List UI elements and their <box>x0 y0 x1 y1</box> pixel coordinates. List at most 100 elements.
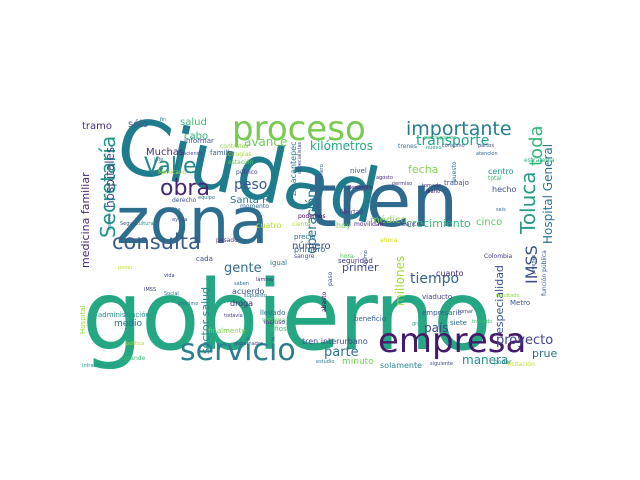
word-medico: médico <box>370 215 407 226</box>
word-tren-interurbano: tren interurbano <box>302 337 368 346</box>
word-atencion: atención <box>476 151 498 157</box>
word-hoy: hoy <box>336 221 351 230</box>
word-banco: banco <box>402 221 421 228</box>
word-poder: poder <box>494 359 512 366</box>
word-sector-salud: sector salud <box>199 286 212 354</box>
word-funcion-publica: función pública <box>541 250 548 296</box>
word-estrategia: estrategia <box>524 157 555 164</box>
word-siete: siete <box>450 319 467 327</box>
word-arriba: arriba <box>166 207 181 213</box>
word-politica: política <box>126 341 145 347</box>
word-mexicano: Mexicano <box>158 169 187 176</box>
word-equipo: equipo <box>198 195 216 201</box>
word-seguro: Seguro <box>120 221 138 227</box>
word-trenes: trenes <box>398 143 417 150</box>
word-ahora: ahora <box>380 237 398 244</box>
word-momento: momento <box>240 203 269 210</box>
word-avance: avance <box>244 135 288 149</box>
word-primer: primer <box>342 261 379 274</box>
word-cabo: cabo <box>184 131 209 142</box>
word-ayuda: ayuda <box>172 217 188 223</box>
word-informar: informar <box>184 137 214 145</box>
word-trabajo: trabajo <box>444 179 469 187</box>
word-incluso: incluso <box>264 319 286 326</box>
word-mismo: mismo <box>107 213 113 230</box>
word-medio: medio <box>114 319 143 329</box>
word-parte: parte <box>324 345 359 360</box>
word-viaducto: viaducto <box>422 293 453 301</box>
word-estudio: estudio <box>316 359 335 365</box>
word-importante: importante <box>406 118 512 140</box>
word-dinero: dinero <box>319 164 325 180</box>
word-tramo: tramo <box>82 121 113 132</box>
word-haciendo: haciendo <box>180 151 203 157</box>
word-servicio: servicio <box>180 333 296 368</box>
word-salud: salud <box>180 117 207 128</box>
word-grande: grande <box>124 355 146 362</box>
word-pais: país <box>424 321 449 335</box>
word-gobierno: gobierno <box>82 260 492 372</box>
word-tomar: tomar <box>458 309 474 315</box>
word-estacion: estación <box>228 159 254 166</box>
word-anos: años <box>270 325 287 333</box>
word-grupo: grupo <box>412 321 427 327</box>
word-proximo: próximo <box>178 301 199 307</box>
word-ultimo: último <box>363 250 369 266</box>
word-crecimiento: crecimiento <box>406 217 471 230</box>
word-cuatro: cuatro <box>256 221 282 230</box>
word-imss-small: IMSS <box>144 287 157 293</box>
word-licitacion: licitación <box>508 361 535 368</box>
word-fin: fin <box>160 117 167 123</box>
word-proyecto: proyecto <box>496 333 554 348</box>
word-hospitales: hospitales <box>103 146 117 208</box>
word-cada: cada <box>196 255 213 263</box>
word-resultado: resultado <box>496 293 520 299</box>
word-numero: número <box>292 241 331 252</box>
word-metro: Metro <box>510 299 531 307</box>
word-total: total <box>488 175 502 182</box>
word-cultura: cultura <box>136 221 154 227</box>
word-tomado: tomado <box>422 183 442 189</box>
word-contratos: contratos <box>220 143 249 150</box>
word-solo: sólo <box>128 119 149 130</box>
word-finalmente: finalmente <box>208 327 246 335</box>
word-igual: igual <box>270 259 288 267</box>
word-tiempo: tiempo <box>410 271 460 287</box>
word-libertad: libertad <box>340 209 364 216</box>
word-nivel: nivel <box>350 167 367 175</box>
word-obra: obra <box>160 176 210 201</box>
word-tren: tren <box>308 158 459 244</box>
word-derecho: derecho <box>172 197 197 204</box>
word-todavia: todavía <box>224 313 243 319</box>
word-medicina-familiar: medicina familiar <box>80 172 92 268</box>
word-hospital: Hospital <box>80 305 87 334</box>
word-seis: seis <box>496 207 506 213</box>
word-llevado: llevado <box>260 309 286 317</box>
word-social: Social <box>164 291 179 297</box>
word-cuanto: cuanto <box>436 269 464 278</box>
word-acuerdo: acuerdo <box>232 287 265 296</box>
word-permiso: permiso <box>392 181 413 187</box>
word-traslado: traslado <box>472 319 493 325</box>
word-administracion: administración <box>98 311 150 319</box>
word-toluca: Toluca <box>516 171 540 234</box>
word-mayor: mayor <box>398 297 415 303</box>
word-colombia: Colombia <box>484 253 513 260</box>
word-saben: saben <box>234 281 250 287</box>
word-gobernador: gobernador <box>234 341 263 347</box>
word-consulta: consulta <box>112 230 201 254</box>
word-hecho: hecho <box>492 185 517 194</box>
word-cinco: cinco <box>476 217 503 228</box>
word-diario: diario <box>426 189 441 195</box>
word-movilidad: movilidad <box>354 221 384 228</box>
word-participacion: participación <box>424 135 457 141</box>
word-paso: paso <box>327 271 334 286</box>
word-partos: partos <box>478 143 494 149</box>
word-jovenes: jóvenes <box>531 254 537 274</box>
word-publico: público <box>236 169 258 176</box>
word-supuesto: supuesto <box>244 293 267 299</box>
word-fecha: fecha <box>408 163 439 176</box>
word-lamina: lámina <box>256 277 273 283</box>
word-infraestructura: Infraestructura <box>82 363 120 369</box>
word-beneficio: beneficio <box>354 315 386 323</box>
